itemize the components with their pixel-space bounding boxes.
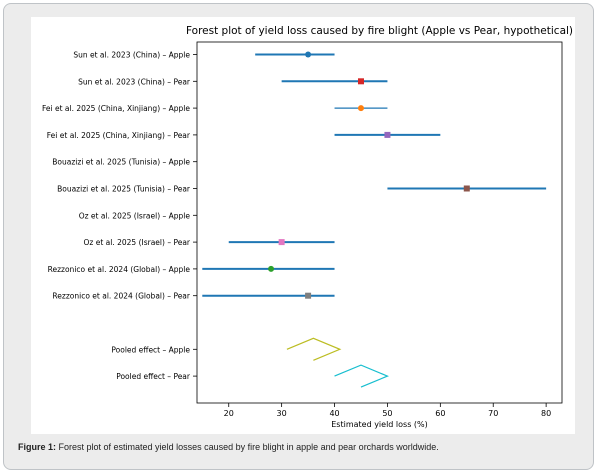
y-tick-label: Fei et al. 2025 (China, Xinjiang) – Pear xyxy=(47,131,191,140)
caption-text: Forest plot of estimated yield losses ca… xyxy=(56,442,439,452)
y-tick-label: Rezzonico et al. 2024 (Global) – Pear xyxy=(52,292,191,301)
y-tick-label: Oz et al. 2025 (Israel) – Pear xyxy=(84,238,191,247)
estimate-point xyxy=(463,185,470,192)
estimate-point xyxy=(357,78,364,85)
y-tick-label: Pooled effect – Pear xyxy=(116,372,191,381)
y-tick-label: Bouazizi et al. 2025 (Tunisia) – Apple xyxy=(52,158,190,167)
x-tick-label: 40 xyxy=(329,409,339,418)
y-tick-label: Sun et al. 2023 (China) – Pear xyxy=(78,77,191,86)
plot-frame xyxy=(196,41,563,404)
chart-title: Forest plot of yield loss caused by fire… xyxy=(186,25,573,37)
estimate-point xyxy=(268,265,275,272)
y-tick-label: Pooled effect – Apple xyxy=(111,345,190,354)
y-tick-label: Bouazizi et al. 2025 (Tunisia) – Pear xyxy=(57,185,191,194)
x-tick-label: 20 xyxy=(224,409,234,418)
estimate-point xyxy=(384,131,391,138)
x-tick-label: 80 xyxy=(541,409,551,418)
caption-label: Figure 1: xyxy=(18,442,57,452)
y-tick-label: Fei et al. 2025 (China, Xinjiang) – Appl… xyxy=(42,104,190,113)
y-tick-label: Sun et al. 2023 (China) – Apple xyxy=(73,51,190,60)
forest-plot-chart: Forest plot of yield loss caused by fire… xyxy=(42,25,573,429)
estimate-point xyxy=(305,292,312,299)
figure-caption: Figure 1: Forest plot of estimated yield… xyxy=(18,442,578,452)
pooled-diamond xyxy=(334,364,389,388)
estimate-point xyxy=(278,239,285,246)
x-tick-label: 30 xyxy=(277,409,287,418)
x-axis-label: Estimated yield loss (%) xyxy=(331,420,428,429)
x-tick-label: 50 xyxy=(382,409,392,418)
pooled-diamond xyxy=(286,337,342,361)
figure-frame: Forest plot of yield loss caused by fire… xyxy=(3,3,594,470)
x-tick-label: 60 xyxy=(435,409,445,418)
chart-area: Forest plot of yield loss caused by fire… xyxy=(31,17,575,434)
y-tick-label: Rezzonico et al. 2024 (Global) – Apple xyxy=(48,265,191,274)
y-tick-label: Oz et al. 2025 (Israel) – Apple xyxy=(79,211,191,220)
estimate-point xyxy=(357,105,364,112)
x-tick-label: 70 xyxy=(488,409,498,418)
estimate-point xyxy=(305,51,312,58)
